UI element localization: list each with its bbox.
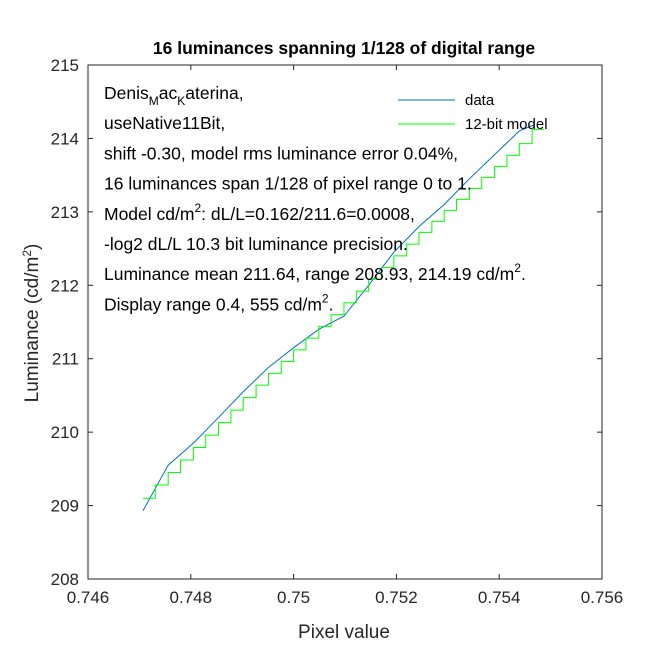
x-axis-label: Pixel value [298, 622, 390, 643]
annotation-line: 16 luminances span 1/128 of pixel range … [104, 174, 472, 194]
chart-title: 16 luminances spanning 1/128 of digital … [153, 38, 535, 58]
legend-label: data [465, 92, 495, 109]
x-tick-label: 0.754 [478, 588, 521, 607]
y-tick-label: 214 [51, 129, 79, 148]
annotation-segment: . [329, 294, 334, 314]
y-tick-label: 209 [51, 497, 79, 516]
annotation-segment: K [177, 94, 185, 108]
y-tick-label: 215 [51, 56, 79, 75]
annotation-segment: shift -0.30, model rms luminance error 0… [104, 143, 458, 163]
annotation-line: DenisMacKaterina, [104, 83, 244, 108]
annotation-line: Display range 0.4, 555 cd/m2. [104, 291, 333, 314]
legend: data 12-bit model [398, 92, 548, 133]
annotation-segment: M [149, 94, 159, 108]
annotation-segment: Display range 0.4, 555 cd/m [104, 294, 322, 314]
x-tick-label: 0.746 [67, 588, 110, 607]
legend-label: 12-bit model [465, 116, 548, 133]
annotation-segment: 2 [322, 291, 329, 305]
y-axis-label-superscript: 2 [20, 250, 34, 257]
annotation-segment: 2 [194, 201, 201, 215]
y-tick-label: 212 [51, 276, 79, 295]
annotation-segment: useNative11Bit, [104, 113, 225, 133]
annotation-line: -log2 dL/L 10.3 bit luminance precision. [104, 234, 408, 254]
annotation-segment: : dL/L=0.162/211.6=0.0008, [201, 204, 415, 224]
annotation-line: Luminance mean 211.64, range 208.93, 214… [104, 261, 526, 284]
annotation-line: shift -0.30, model rms luminance error 0… [104, 143, 458, 163]
axes-box [87, 64, 603, 580]
annotation-line: useNative11Bit, [104, 113, 225, 133]
x-tick-label: 0.75 [277, 588, 310, 607]
plot-series [142, 124, 545, 511]
annotation-segment: Luminance mean 211.64, range 208.93, 214… [104, 264, 514, 284]
x-tick-label: 0.748 [170, 588, 213, 607]
annotation-segment: . [521, 264, 526, 284]
annotation-segment: 16 luminances span 1/128 of pixel range … [104, 174, 472, 194]
annotation-segment: -log2 dL/L 10.3 bit luminance precision. [104, 234, 408, 254]
y-axis-label-main: Luminance (cd/m [22, 257, 43, 403]
y-axis-label-end: ) [22, 244, 43, 250]
x-tick-label: 0.752 [375, 588, 418, 607]
series-12-bit-model-line [143, 129, 545, 499]
annotation-block: DenisMacKaterina, useNative11Bit, shift -0… [104, 83, 526, 314]
annotation-segment: 2 [514, 261, 521, 275]
y-axis-label: Luminance (cd/m2) [20, 244, 43, 403]
series-data-line [142, 124, 535, 511]
y-tick-label: 213 [51, 203, 79, 222]
annotation-line: Model cd/m2: dL/L=0.162/211.6=0.0008, [104, 201, 415, 224]
annotation-segment: aterina, [185, 83, 243, 103]
y-tick-label: 210 [51, 423, 79, 442]
y-tick-label: 208 [51, 570, 79, 589]
annotation-segment: ac [159, 83, 178, 103]
axis-ticks: 0.746 0.748 0.75 0.752 0.754 0.75620820921021… [51, 56, 624, 607]
y-tick-label: 211 [52, 350, 79, 369]
annotation-segment: Denis [104, 83, 149, 103]
x-tick-label: 0.756 [581, 588, 624, 607]
annotation-segment: Model cd/m [104, 204, 194, 224]
